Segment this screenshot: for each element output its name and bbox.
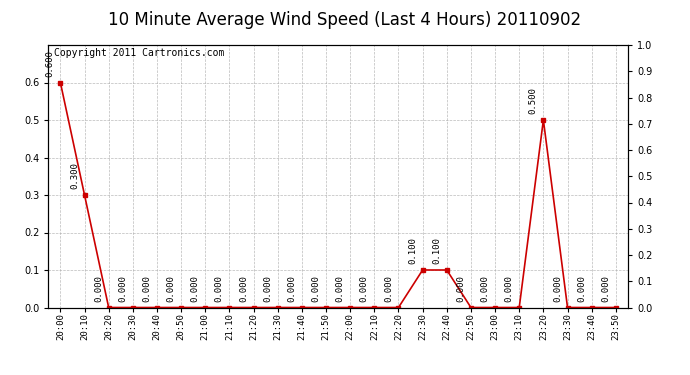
Text: 0.000: 0.000 <box>577 275 586 302</box>
Text: 0.000: 0.000 <box>335 275 344 302</box>
Text: Copyright 2011 Cartronics.com: Copyright 2011 Cartronics.com <box>54 48 224 58</box>
Text: 0.000: 0.000 <box>287 275 296 302</box>
Text: 0.500: 0.500 <box>529 88 538 114</box>
Text: 0.000: 0.000 <box>166 275 175 302</box>
Text: 0.000: 0.000 <box>601 275 610 302</box>
Text: 0.000: 0.000 <box>215 275 224 302</box>
Text: 0.600: 0.600 <box>46 50 55 77</box>
Text: 0.000: 0.000 <box>263 275 272 302</box>
Text: 0.000: 0.000 <box>480 275 489 302</box>
Text: 0.100: 0.100 <box>408 238 417 264</box>
Text: 0.300: 0.300 <box>70 163 79 189</box>
Text: 0.000: 0.000 <box>384 275 393 302</box>
Text: 0.000: 0.000 <box>504 275 513 302</box>
Text: 0.000: 0.000 <box>456 275 465 302</box>
Text: 0.000: 0.000 <box>190 275 199 302</box>
Text: 0.000: 0.000 <box>311 275 320 302</box>
Text: 0.000: 0.000 <box>94 275 103 302</box>
Text: 0.000: 0.000 <box>118 275 127 302</box>
Text: 0.000: 0.000 <box>359 275 368 302</box>
Text: 0.000: 0.000 <box>239 275 248 302</box>
Text: 10 Minute Average Wind Speed (Last 4 Hours) 20110902: 10 Minute Average Wind Speed (Last 4 Hou… <box>108 11 582 29</box>
Text: 0.000: 0.000 <box>553 275 562 302</box>
Text: 0.000: 0.000 <box>142 275 151 302</box>
Text: 0.100: 0.100 <box>432 238 441 264</box>
